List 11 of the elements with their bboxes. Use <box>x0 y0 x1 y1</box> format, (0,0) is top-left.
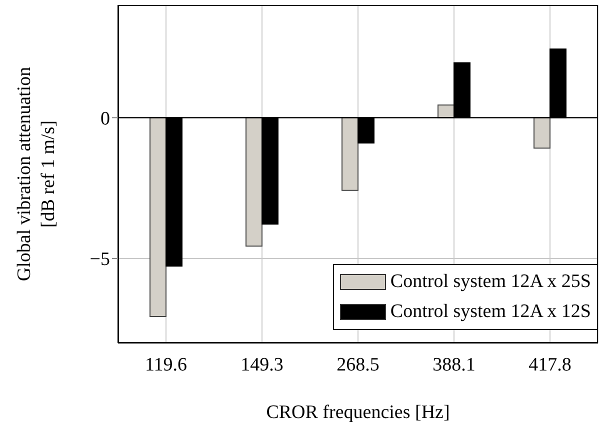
y-tick-label: −5 <box>90 249 110 270</box>
y-axis-title: Global vibration attenuation [dB ref 1 m/s] <box>14 66 59 282</box>
x-axis-title: CROR frequencies [Hz] <box>266 402 450 423</box>
x-tick-label: 388.1 <box>432 354 476 376</box>
legend-label: Control system 12A x 12S <box>390 300 591 324</box>
y-tick-label: 0 <box>100 108 110 130</box>
x-tick-label: 268.5 <box>336 354 380 376</box>
x-tick-label: 149.3 <box>240 354 284 376</box>
x-tick-label: 119.6 <box>144 354 188 376</box>
x-tick-label: 417.8 <box>528 354 572 376</box>
legend-label: Control system 12A x 25S <box>390 270 591 294</box>
